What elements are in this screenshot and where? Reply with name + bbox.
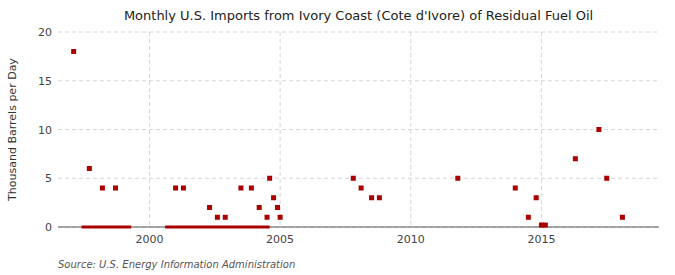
y-grid-line: [58, 32, 659, 33]
y-axis-label: Thousand Barrels per Day: [6, 58, 19, 202]
x-grid-line: [149, 32, 150, 227]
point: [351, 176, 356, 181]
point: [265, 215, 270, 220]
x-tick-label: 2015: [527, 233, 555, 246]
chart: Monthly U.S. Imports from Ivory Coast (C…: [0, 0, 675, 275]
point: [543, 223, 548, 228]
y-grid-line: [58, 227, 659, 228]
point: [271, 195, 276, 200]
point: [223, 215, 228, 220]
x-grid-line: [280, 32, 281, 227]
point: [249, 186, 254, 191]
x-tick-label: 2000: [135, 233, 163, 246]
plot-data: [71, 49, 625, 228]
point: [455, 176, 460, 181]
grid: [58, 32, 659, 227]
y-tick-label: 15: [38, 75, 52, 88]
y-tick-label: 10: [38, 124, 52, 137]
x-tick-label: 2005: [266, 233, 294, 246]
title: Monthly U.S. Imports from Ivory Coast (C…: [124, 8, 593, 23]
point: [369, 195, 374, 200]
point: [526, 215, 531, 220]
point: [604, 176, 609, 181]
point: [87, 166, 92, 171]
page: {"chart_data": { "type": "scatter", "tit…: [0, 0, 675, 275]
point: [257, 205, 262, 210]
point: [113, 186, 118, 191]
point: [71, 49, 76, 54]
point: [181, 186, 186, 191]
point: [573, 156, 578, 161]
y-tick-label: 20: [38, 26, 52, 39]
point: [215, 215, 220, 220]
x-axis-line: [58, 227, 659, 228]
point: [278, 215, 283, 220]
y-tick-label: 5: [45, 172, 52, 185]
line-segment: [82, 226, 270, 229]
point: [620, 215, 625, 220]
point: [173, 186, 178, 191]
point: [596, 127, 601, 132]
y-grid-line: [58, 178, 659, 179]
point: [359, 186, 364, 191]
point: [100, 186, 105, 191]
x-grid-line: [541, 32, 542, 227]
point: [513, 186, 518, 191]
point: [275, 205, 280, 210]
y-grid-line: [58, 80, 659, 81]
source-note: Source: U.S. Energy Information Administ…: [58, 259, 295, 270]
x-grid-line: [410, 32, 411, 227]
point: [207, 205, 212, 210]
y-grid-line: [58, 129, 659, 130]
point: [238, 186, 243, 191]
point: [377, 195, 382, 200]
x-tick-label: 2010: [397, 233, 425, 246]
point: [267, 176, 272, 181]
point: [534, 195, 539, 200]
y-tick-label: 0: [45, 221, 52, 234]
